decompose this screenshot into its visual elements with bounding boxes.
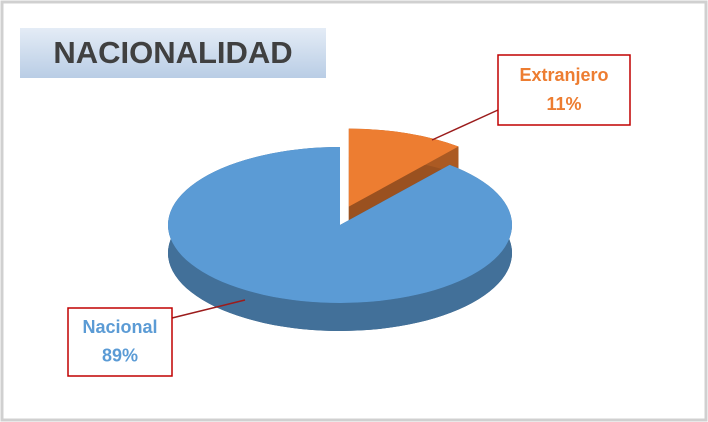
data-label-value: 89% bbox=[102, 346, 138, 366]
label-box bbox=[497, 54, 631, 126]
pie bbox=[168, 128, 513, 332]
chart-title: NACIONALIDAD bbox=[53, 35, 292, 70]
data-label-name: Nacional bbox=[82, 317, 157, 337]
leader-line bbox=[171, 299, 246, 319]
data-label-name: Extranjero bbox=[519, 65, 608, 85]
slice bbox=[348, 128, 459, 207]
leader-line bbox=[431, 109, 499, 141]
title-box bbox=[20, 28, 326, 78]
label-box bbox=[67, 307, 173, 377]
data-label-value: 11% bbox=[546, 94, 581, 114]
labels: Nacional 89% Extranjero 11% bbox=[67, 54, 631, 377]
slice bbox=[168, 147, 512, 303]
